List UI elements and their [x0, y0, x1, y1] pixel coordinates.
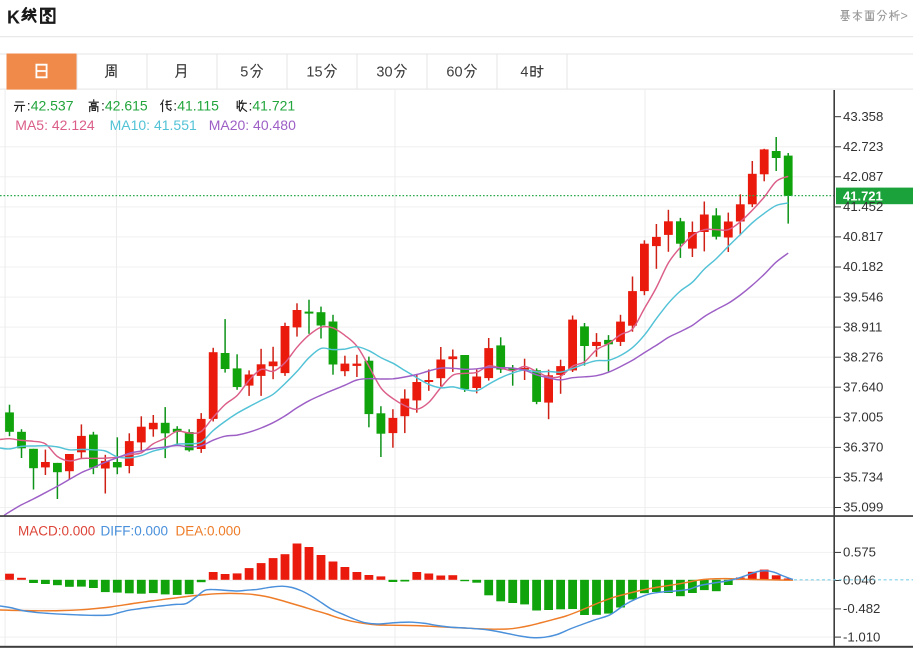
svg-text:DIFF:0.000: DIFF:0.000: [101, 523, 169, 538]
svg-text:40.182: 40.182: [843, 259, 883, 274]
svg-text:40.817: 40.817: [843, 229, 883, 244]
svg-text:38.276: 38.276: [843, 349, 883, 364]
svg-text:>: >: [901, 9, 908, 23]
svg-text:42.087: 42.087: [843, 169, 883, 184]
svg-text:-1.010: -1.010: [843, 629, 880, 644]
svg-text:DEA:0.000: DEA:0.000: [176, 523, 241, 538]
svg-text:41.452: 41.452: [843, 199, 883, 214]
svg-text:0.575: 0.575: [843, 545, 876, 560]
svg-text::41.115: :41.115: [173, 98, 219, 114]
svg-text:K: K: [7, 8, 20, 28]
svg-text:41.721: 41.721: [843, 189, 883, 204]
svg-text:0.046: 0.046: [843, 573, 876, 588]
svg-text:37.005: 37.005: [843, 410, 883, 425]
svg-text:42.723: 42.723: [843, 139, 883, 154]
svg-text:MA10: 41.551: MA10: 41.551: [110, 117, 197, 133]
svg-text:5: 5: [240, 65, 248, 81]
svg-text:MACD:0.000: MACD:0.000: [18, 523, 95, 538]
svg-text:60: 60: [446, 65, 462, 81]
svg-text:30: 30: [376, 65, 392, 81]
svg-text:MA20: 40.480: MA20: 40.480: [209, 117, 296, 133]
svg-text:35.734: 35.734: [843, 470, 883, 485]
svg-text:15: 15: [306, 65, 322, 81]
svg-text:37.640: 37.640: [843, 379, 883, 394]
svg-text:4: 4: [520, 65, 528, 81]
svg-text::42.615: :42.615: [101, 98, 148, 114]
svg-text:38.911: 38.911: [843, 319, 882, 334]
svg-text::42.537: :42.537: [27, 98, 74, 114]
svg-text:MA5: 42.124: MA5: 42.124: [15, 117, 95, 133]
svg-text:36.370: 36.370: [843, 440, 883, 455]
svg-text:35.099: 35.099: [843, 500, 883, 515]
svg-text:43.358: 43.358: [843, 109, 883, 124]
svg-text:39.546: 39.546: [843, 289, 883, 304]
svg-text:-0.482: -0.482: [843, 601, 880, 616]
svg-text::41.721: :41.721: [249, 98, 296, 114]
